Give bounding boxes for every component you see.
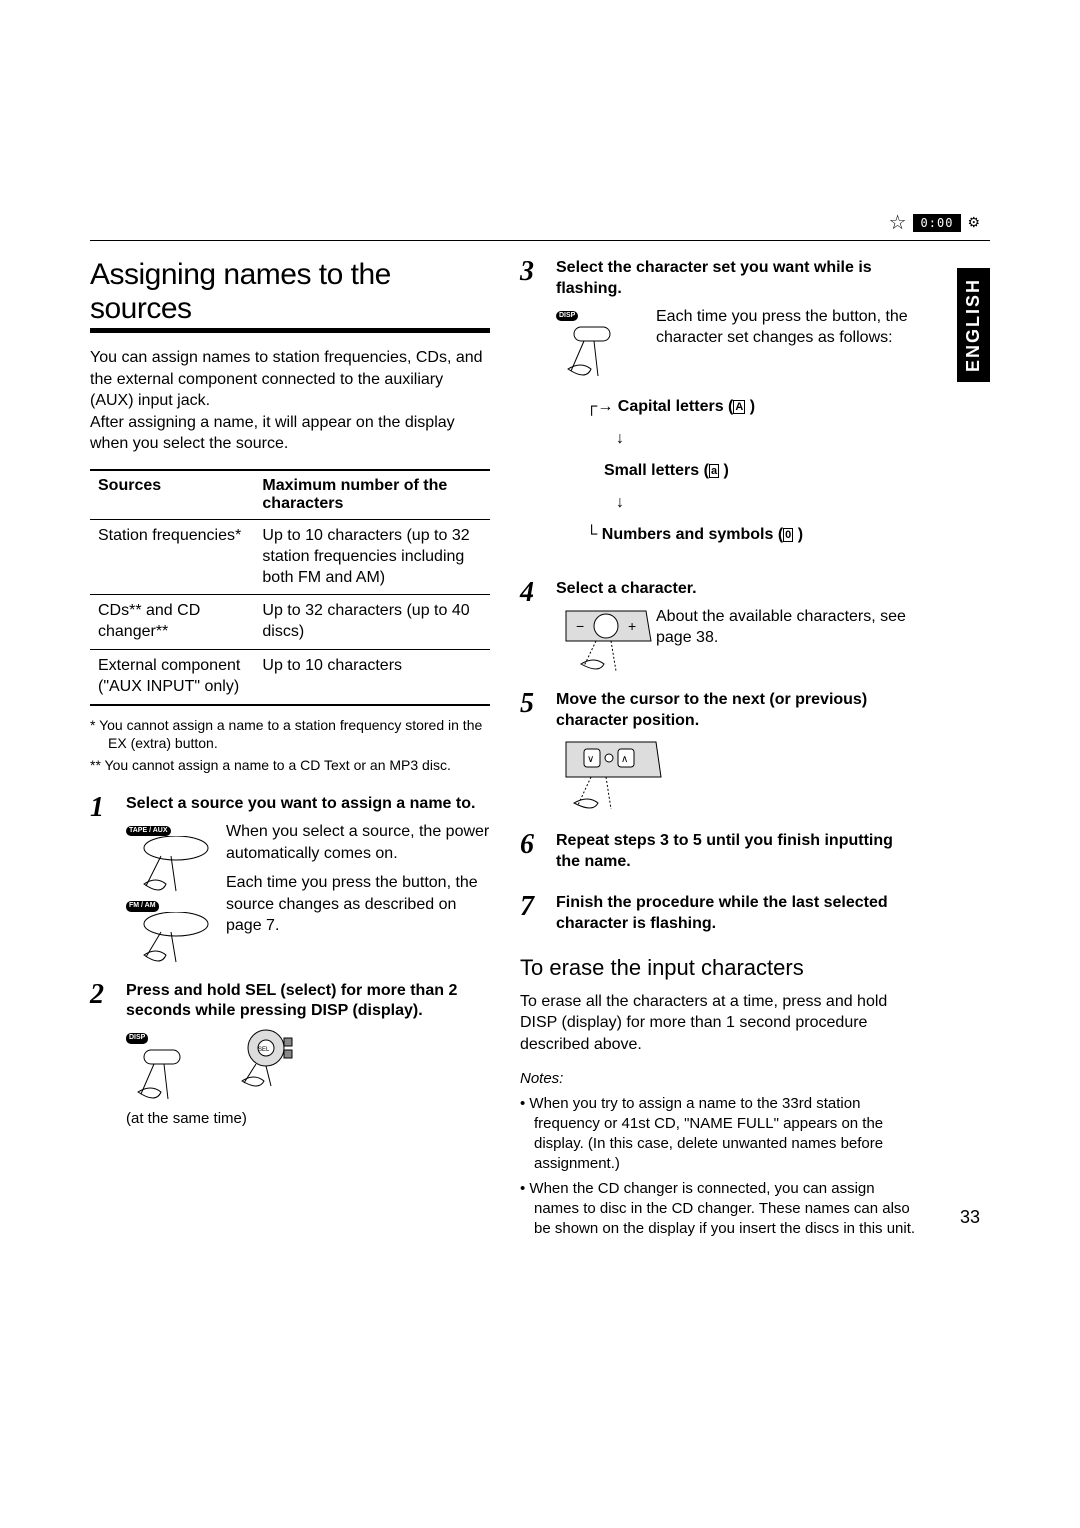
step-5: 5 Move the cursor to the next (or previo… [520,690,920,818]
sel-dial-illustration: SEL [236,1028,326,1088]
button-tape-aux: TAPE / AUX [126,826,171,836]
step-title: Repeat steps 3 to 5 until you finish inp… [556,831,920,873]
disp-button-illustration: DISP [556,306,646,381]
intro-text-2: After assigning a name, it will appear o… [90,414,455,453]
step-number: 2 [90,981,112,1127]
svg-text:∧: ∧ [621,754,628,765]
erase-heading: To erase the input characters [520,955,920,981]
footnotes: * You cannot assign a name to a station … [90,716,490,775]
notes-title: Notes: [520,1069,920,1089]
button-disp: DISP [556,311,578,321]
dial-minus-plus-illustration: − + [556,606,646,676]
step-text: Each time you press the button, the char… [656,306,920,349]
step-title: Select a source you want to assign a nam… [126,794,490,815]
glyph-capital: A [733,400,745,414]
step-number: 7 [520,893,542,941]
table-row: Station frequencies* Up to 10 characters… [90,519,490,594]
cycle-numbers: Numbers and symbols ( [602,526,783,543]
step-text: When you select a source, the power auto… [226,821,490,864]
step-number: 1 [90,794,112,967]
page-title: Assigning names to the sources [90,258,490,333]
disp-button-illustration: DISP [126,1028,216,1103]
svg-text:+: + [628,618,636,634]
note-item: When you try to assign a name to the 33r… [520,1094,920,1175]
footnote: ** You cannot assign a name to a CD Text… [90,756,490,774]
right-column: 3 Select the character set you want whil… [520,258,920,1243]
caption: (at the same time) [126,1110,490,1127]
intro-text: You can assign names to station frequenc… [90,347,490,455]
step-text: Each time you press the button, the sour… [226,872,490,937]
step-title: Move the cursor to the next (or previous… [556,690,920,732]
button-fm-am: FM / AM [126,901,159,911]
cycle-small: Small letters ( [604,462,709,479]
step-title: Select the character set you want while … [556,258,920,300]
step-4: 4 Select a character. − + Abou [520,579,920,676]
sources-table: Sources Maximum number of the characters… [90,469,490,706]
notes-block: Notes: When you try to assign a name to … [520,1069,920,1239]
step-number: 5 [520,690,542,818]
step-7: 7 Finish the procedure while the last se… [520,893,920,941]
step-number: 3 [520,258,542,565]
step-title: Press and hold SEL (select) for more tha… [126,981,490,1023]
button-illustration: TAPE / AUX FM / AM [126,821,216,967]
table-cell: CDs** and CD changer** [90,595,254,650]
step-2: 2 Press and hold SEL (select) for more t… [90,981,490,1127]
glyph-small: a [709,464,719,478]
table-row: External component ("AUX INPUT" only) Up… [90,649,490,704]
step-number: 6 [520,831,542,879]
top-indicator: ☆ 0:00 ⚙ [889,210,980,235]
svg-text:∨: ∨ [587,754,594,765]
note-item: When the CD changer is connected, you ca… [520,1179,920,1240]
star-icon: ☆ [889,210,907,235]
table-row: CDs** and CD changer** Up to 32 characte… [90,595,490,650]
intro-text-1: You can assign names to station frequenc… [90,349,483,409]
language-tab: ENGLISH [957,268,990,382]
table-cell: Station frequencies* [90,519,254,594]
svg-text:−: − [576,618,584,634]
glyph-number: 0 [783,528,793,542]
svg-text:SEL: SEL [258,1047,270,1053]
button-disp: DISP [126,1033,148,1043]
character-set-cycle: ┌→ Capital letters (A ) ↓ Small letters … [586,391,920,551]
table-header-max: Maximum number of the characters [254,470,490,520]
table-cell: Up to 32 characters (up to 40 discs) [254,595,490,650]
step-number: 4 [520,579,542,676]
clock-indicator: 0:00 [913,214,962,232]
table-cell: Up to 10 characters (up to 32 station fr… [254,519,490,594]
step-title: Select a character. [556,579,920,600]
step-1: 1 Select a source you want to assign a n… [90,794,490,967]
table-cell: External component ("AUX INPUT" only) [90,649,254,704]
step-6: 6 Repeat steps 3 to 5 until you finish i… [520,831,920,879]
gear-icon: ⚙ [967,214,980,231]
left-column: Assigning names to the sources You can a… [90,258,490,1243]
step-3: 3 Select the character set you want whil… [520,258,920,565]
step-title: Finish the procedure while the last sele… [556,893,920,935]
footnote: * You cannot assign a name to a station … [90,716,490,752]
page-number: 33 [960,1207,980,1228]
table-cell: Up to 10 characters [254,649,490,704]
cycle-capital: Capital letters ( [618,398,734,415]
table-header-sources: Sources [90,470,254,520]
step-text: About the available characters, see page… [656,606,920,649]
cursor-buttons-illustration: ∨ ∧ [556,737,920,817]
top-rule [90,240,990,241]
erase-text: To erase all the characters at a time, p… [520,991,920,1056]
